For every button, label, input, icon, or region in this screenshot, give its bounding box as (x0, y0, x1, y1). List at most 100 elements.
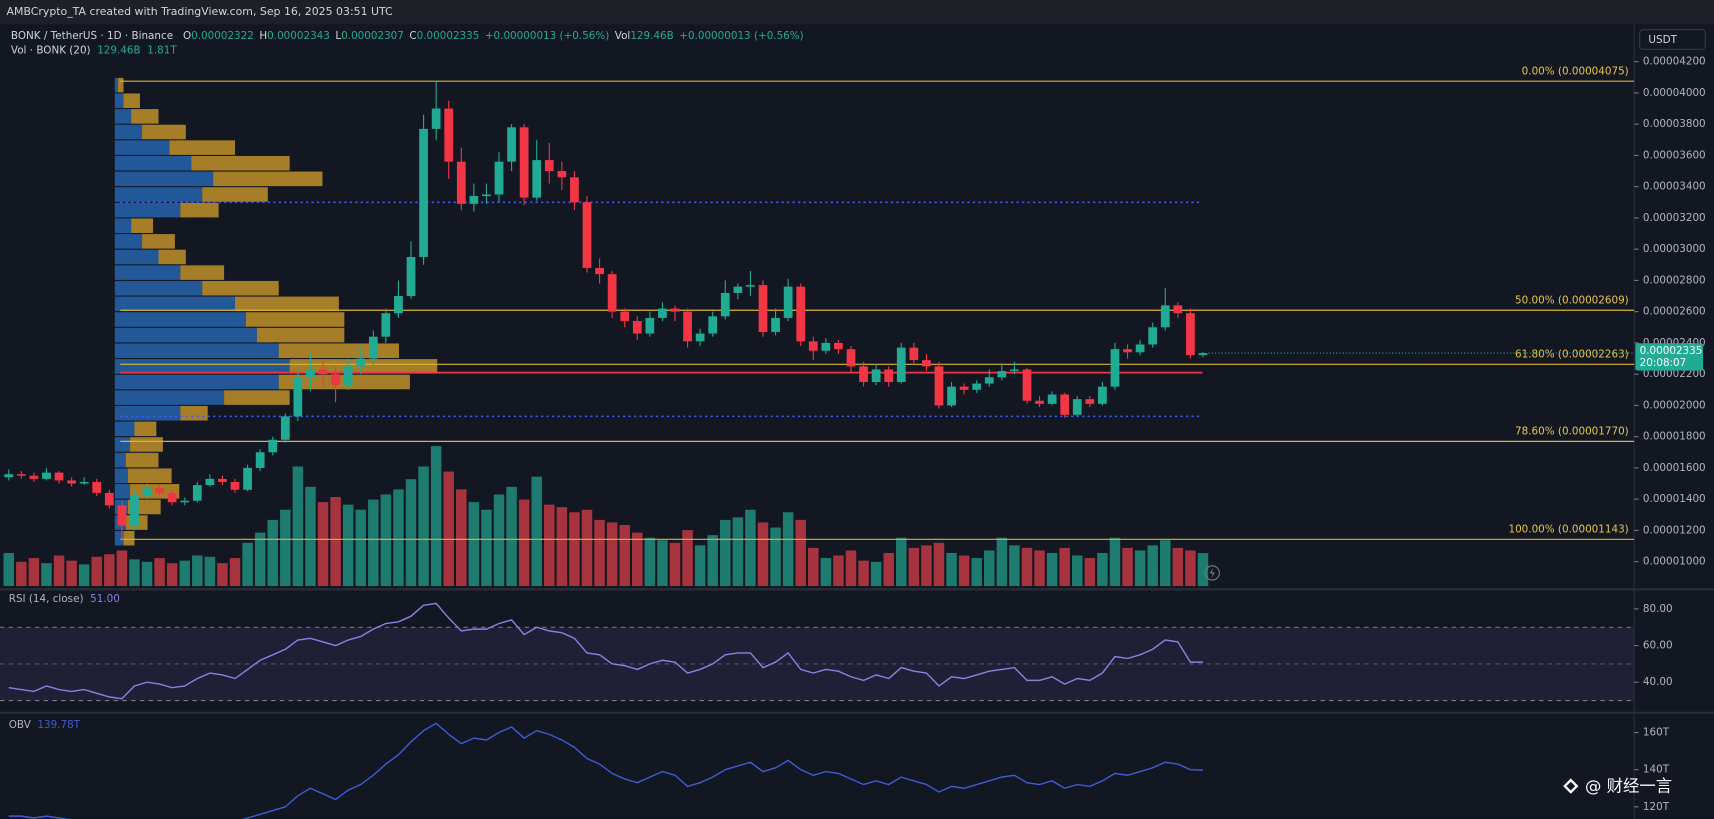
candle-body (884, 369, 894, 382)
profile-down (134, 421, 157, 437)
replay-icon[interactable] (1204, 565, 1220, 581)
candle-body (796, 286, 806, 342)
candle-body (871, 369, 881, 382)
candle-body (922, 360, 931, 367)
volume-bar (757, 522, 769, 587)
volume-bar (154, 558, 165, 587)
candle-body (607, 274, 617, 312)
candle-body (934, 366, 944, 406)
volume-bar (393, 489, 404, 587)
profile-down (158, 249, 186, 265)
candle-body (595, 267, 604, 275)
vol-letter: Vol (615, 30, 631, 42)
currency-button[interactable] (1639, 29, 1706, 50)
volume-bar (468, 502, 480, 587)
volume-bar (204, 556, 216, 587)
watermark-text: @ 财经一言 (1585, 777, 1672, 796)
volume-bar (556, 507, 568, 587)
candle-body (532, 160, 542, 198)
volume-bar (1009, 545, 1020, 587)
ohlc-value: 0.00002335 (417, 30, 480, 42)
candle-body (419, 128, 428, 257)
candle-body (947, 386, 956, 406)
candle-body (771, 317, 780, 332)
volume-bar (946, 552, 957, 587)
volume-bar (870, 561, 882, 587)
candle-body (456, 161, 466, 204)
obv-value: 139.78T (37, 719, 80, 731)
candle-body (570, 177, 579, 203)
volume-bar (921, 545, 932, 587)
volume-bar (896, 537, 907, 587)
last-price-box (1635, 343, 1704, 371)
candle-body (1135, 344, 1145, 353)
candle-body (155, 488, 164, 493)
y-tick-label: 0.00001200 (1643, 524, 1706, 536)
candle-body (909, 347, 919, 361)
volume-bar (1122, 547, 1133, 587)
profile-down (118, 77, 124, 93)
volume-bar (1172, 547, 1184, 587)
ohlc-value: 0.00002322 (191, 30, 254, 42)
volume-bar (581, 509, 593, 587)
profile-down (245, 312, 345, 327)
candle-body (1198, 353, 1208, 356)
profile-down (191, 155, 290, 171)
candle-body (130, 496, 139, 526)
profile-down (142, 234, 175, 249)
profile-up (114, 437, 131, 452)
volume-bar (632, 532, 643, 587)
candle-body (683, 311, 692, 342)
profile-up (114, 93, 124, 109)
candle-body (1110, 349, 1120, 387)
volume-bar (745, 509, 756, 587)
y-tick-label: 140T (1643, 764, 1670, 776)
y-tick-label: 0.00003200 (1643, 212, 1706, 224)
volume-bar (242, 542, 253, 587)
obv-label: OBV (9, 719, 32, 731)
volume-bar (456, 489, 467, 587)
icon-bolt[interactable] (1209, 567, 1215, 579)
icon-circle[interactable] (1204, 565, 1220, 581)
volume-bar (1059, 547, 1070, 587)
volume-bar (129, 559, 140, 587)
profile-up (114, 187, 203, 202)
candle-body (293, 377, 303, 417)
y-tick-label: 120T (1643, 801, 1670, 813)
volume-bar (91, 556, 102, 587)
volume-bar (833, 555, 844, 587)
symbol: BONK / TetherUS · 1D · Binance (11, 30, 173, 42)
obv-line (8, 722, 1203, 819)
candle-body (268, 439, 278, 453)
last-price: 0.00002335 (1640, 345, 1703, 357)
profile-up (114, 374, 279, 390)
candle-body (1022, 369, 1032, 401)
volume-bar (594, 519, 605, 587)
volume-bar (229, 558, 241, 587)
volume-bar (380, 494, 392, 587)
candle-body (356, 358, 366, 367)
volume-bar (141, 561, 153, 587)
volume-bar (3, 552, 14, 587)
candle-body (1047, 394, 1057, 404)
candle-body (1085, 399, 1095, 404)
volume-study-value: 129.46B (97, 44, 140, 56)
profile-up (114, 312, 246, 327)
volume-bar (317, 502, 329, 587)
profile-down (224, 390, 290, 405)
y-tick-label: 0.00002600 (1643, 306, 1706, 318)
volume-bar (606, 522, 618, 587)
currency[interactable]: USDT (1648, 34, 1677, 46)
volume-bar (292, 466, 304, 587)
ohlc-value: 0.00002343 (267, 30, 330, 42)
volume-bar (1072, 555, 1083, 587)
candle-body (1186, 313, 1195, 356)
volume-bar (1046, 552, 1058, 587)
candle-body (645, 317, 655, 334)
y-tick-label: 0.00001400 (1643, 493, 1706, 505)
obv-pane (8, 722, 1203, 819)
volume-bar (531, 476, 542, 587)
volume-bar (971, 558, 982, 587)
candle-body (192, 485, 202, 501)
profile-down (169, 140, 236, 155)
